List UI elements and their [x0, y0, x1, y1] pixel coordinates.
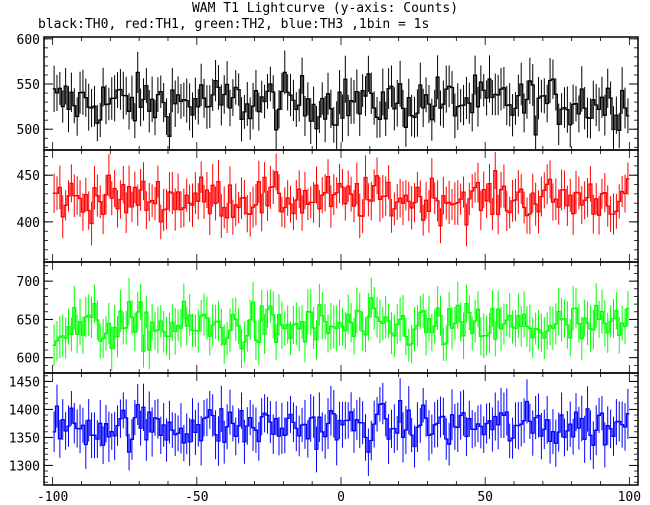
x-tick-label: 0 — [337, 490, 345, 505]
step-line-TH1 — [52, 170, 630, 227]
step-line-TH3 — [52, 399, 630, 453]
step-line-TH2 — [52, 297, 630, 352]
x-tick-label: 100 — [618, 490, 641, 505]
y-tick-label-TH0: 550 — [17, 78, 40, 93]
series-TH0 — [52, 50, 630, 150]
panel-TH0: 500 550 600 — [17, 33, 639, 151]
y-tick-label-TH2: 700 — [17, 275, 40, 290]
y-tick-label-TH0: 500 — [17, 123, 40, 138]
chart-title: WAM T1 Lightcurve (y-axis: Counts) — [191, 1, 459, 16]
y-tick-label-TH1: 450 — [17, 169, 40, 184]
y-tick-label-TH3: 1400 — [9, 403, 40, 418]
y-tick-label-TH3: 1450 — [9, 375, 40, 390]
panel-TH2: 600 650 700 — [17, 261, 639, 374]
series-TH1 — [52, 152, 630, 247]
series-TH3 — [52, 378, 630, 476]
panel-TH3: 1300 1350 1400 1450 — [9, 372, 639, 486]
y-tick-label-TH3: 1350 — [9, 431, 40, 446]
y-tick-label-TH2: 600 — [17, 352, 40, 367]
x-axis: -100 -50 0 50 100 — [37, 490, 641, 505]
chart-subtitle: black:TH0, red:TH1, green:TH2, blue:TH3 … — [38, 17, 430, 32]
y-tick-label-TH2: 650 — [17, 313, 40, 328]
x-tick-label: 50 — [477, 490, 493, 505]
x-tick-label: -100 — [37, 490, 68, 505]
y-tick-label-TH0: 600 — [17, 33, 40, 48]
step-line-TH0 — [52, 71, 630, 137]
y-tick-label-TH3: 1300 — [9, 459, 40, 474]
series-TH2 — [52, 277, 630, 371]
panels-group: 500 550 600 400 450 600 650 700 1300 1350 1400 1450 — [9, 33, 639, 486]
x-tick-label: -50 — [185, 490, 208, 505]
panel-TH1: 400 450 — [17, 149, 639, 263]
y-tick-label-TH1: 400 — [17, 216, 40, 231]
